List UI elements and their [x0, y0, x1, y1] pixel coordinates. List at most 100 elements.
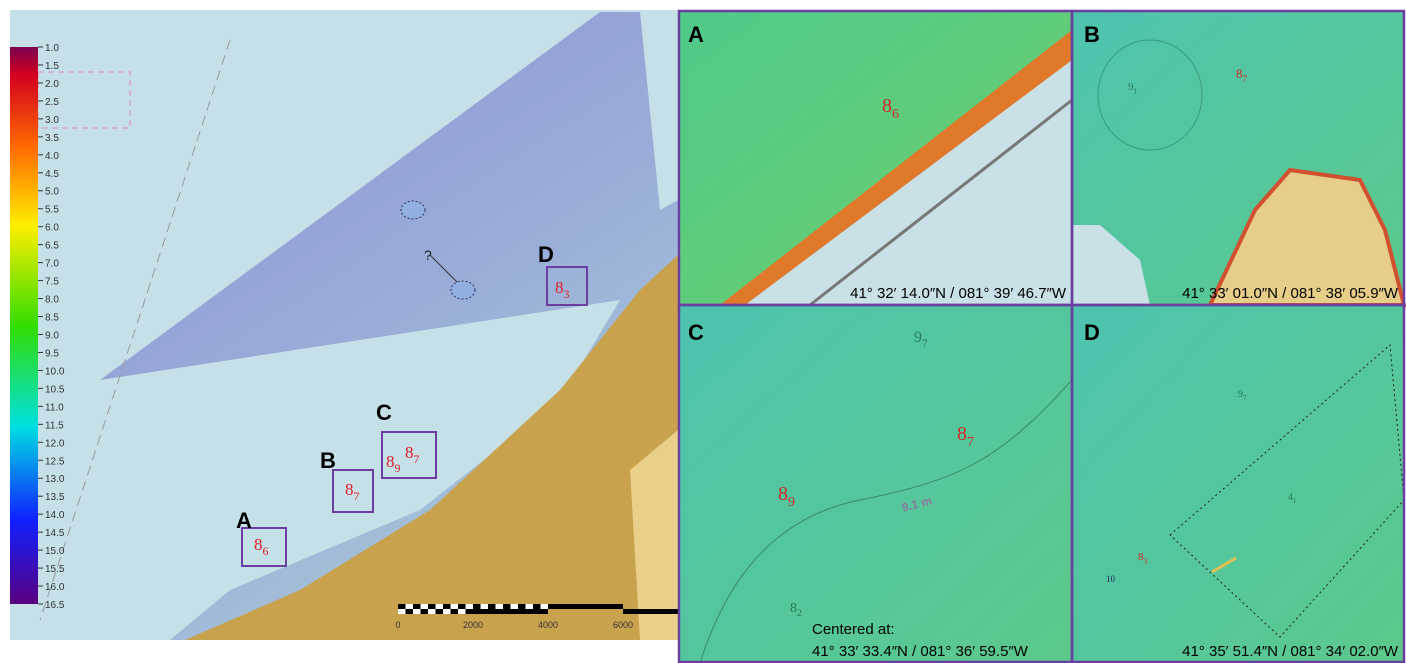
- scale-check: [503, 604, 511, 609]
- colorbar-tick-label: 16.5: [45, 600, 65, 611]
- scale-check: [428, 609, 436, 614]
- sounding-sub: 1: [1134, 86, 1138, 95]
- scale-check: [458, 609, 466, 614]
- sounding: 10: [1106, 574, 1116, 584]
- scale-check: [421, 604, 429, 609]
- panel-caption: 41° 33′ 33.4″N / 081° 36′ 59.5″W: [812, 643, 1029, 660]
- sounding-sub: 9: [395, 461, 401, 475]
- scale-check: [466, 604, 474, 609]
- sounding-sub: 3: [1144, 556, 1148, 565]
- scale-check: [421, 609, 429, 614]
- sounding-sub: 7: [354, 489, 360, 503]
- question-mark: ?: [424, 247, 432, 263]
- panel-b: [1072, 10, 1404, 305]
- scale-check: [488, 604, 496, 609]
- scale-label: 0: [395, 620, 400, 630]
- scale-label: 4000: [538, 620, 558, 630]
- colorbar-tick-label: 9.5: [45, 348, 59, 359]
- scale-check: [398, 609, 406, 614]
- overview-box-label: B: [320, 448, 336, 473]
- colorbar-tick-label: 1.0: [45, 43, 59, 54]
- scale-check: [436, 604, 444, 609]
- sounding-sub: 7: [967, 435, 974, 450]
- colorbar-tick-label: 8.5: [45, 313, 59, 324]
- colorbar-tick-label: 14.0: [45, 510, 65, 521]
- colorbar-tick-label: 6.5: [45, 241, 59, 252]
- sounding-sub: 9: [788, 495, 795, 510]
- colorbar-tick-label: 4.0: [45, 151, 59, 162]
- colorbar-tick-label: 13.0: [45, 474, 65, 485]
- colorbar-tick-label: 1.5: [45, 61, 59, 72]
- colorbar-tick-label: 7.5: [45, 277, 59, 288]
- colorbar-tick-label: 11.0: [45, 402, 64, 413]
- colorbar-tick-label: 4.5: [45, 169, 59, 180]
- scale-check: [533, 604, 541, 609]
- scale-check: [466, 609, 474, 614]
- overview-box-label: C: [376, 400, 392, 425]
- scale-check: [436, 609, 444, 614]
- figure: 0 2000 4000 6000 1.0 1.5 2.0 2.5 3.0 3.5 4.0 4.5 5.…: [0, 0, 1406, 663]
- overview-box-label: D: [538, 242, 554, 267]
- scale-check: [458, 604, 466, 609]
- scale-segment: [548, 604, 623, 609]
- overview-box-label: A: [236, 508, 252, 533]
- scale-check: [413, 604, 421, 609]
- sounding-sub: 2: [797, 608, 802, 619]
- colorbar-tick-label: 5.5: [45, 205, 59, 216]
- panel-caption-heading: Centered at:: [812, 621, 895, 638]
- panel-bg: [678, 305, 1072, 663]
- colorbar-tick-label: 14.5: [45, 528, 65, 539]
- colorbar-tick-label: 2.0: [45, 79, 59, 90]
- scale-check: [526, 604, 534, 609]
- scale-label: 2000: [463, 620, 483, 630]
- panel-label: C: [688, 320, 704, 345]
- obstruction: [401, 201, 425, 219]
- scale-check: [451, 609, 459, 614]
- panel-label: D: [1084, 320, 1100, 345]
- panel-a: [678, 10, 1072, 305]
- colorbar-tick-label: 11.5: [45, 420, 64, 431]
- colorbar-tick-label: 16.0: [45, 582, 65, 593]
- colorbar-tick-label: 7.0: [45, 259, 59, 270]
- colorbar-tick-label: 8.0: [45, 295, 59, 306]
- scale-check: [518, 604, 526, 609]
- scale-check: [451, 604, 459, 609]
- colorbar-tick-label: 10.0: [45, 366, 65, 377]
- panel-caption: 41° 33′ 01.0″N / 081° 38′ 05.9″W: [1182, 285, 1399, 302]
- colorbar-tick-label: 6.0: [45, 223, 59, 234]
- panel-label: A: [688, 22, 704, 47]
- sounding-sub: 7: [1243, 394, 1247, 402]
- colorbar-tick-label: 10.5: [45, 384, 65, 395]
- panel-d: [1072, 305, 1404, 663]
- scale-segment: [623, 609, 678, 614]
- sounding-sub: 6: [263, 544, 269, 558]
- sounding-sub: 3: [564, 287, 570, 301]
- scale-check: [541, 604, 549, 609]
- scale-check: [413, 609, 421, 614]
- colorbar-tick-label: 13.5: [45, 492, 65, 503]
- colorbar-tick-label: 3.5: [45, 133, 59, 144]
- scale-check: [481, 604, 489, 609]
- scale-check: [443, 604, 451, 609]
- sounding-sub: 7: [1243, 74, 1248, 84]
- colorbar-tick-label: 12.0: [45, 438, 65, 449]
- scale-check: [398, 604, 406, 609]
- scale-label: 6000: [613, 620, 633, 630]
- sounding-sub: 1: [1293, 497, 1297, 505]
- sounding-sub: 7: [922, 338, 928, 350]
- obstruction: [451, 281, 475, 299]
- panel-label: B: [1084, 22, 1100, 47]
- colorbar-tick-label: 2.5: [45, 97, 59, 108]
- scale-check: [443, 609, 451, 614]
- colorbar-tick-label: 9.0: [45, 330, 59, 341]
- colorbar-tick-label: 3.0: [45, 115, 59, 126]
- scale-check: [406, 609, 414, 614]
- sounding-sub: 6: [892, 107, 899, 122]
- colorbar-tick-label: 15.5: [45, 564, 65, 575]
- panel-caption: 41° 32′ 14.0″N / 081° 39′ 46.7″W: [850, 285, 1067, 302]
- scale-segment: [473, 609, 548, 614]
- scale-check: [496, 604, 504, 609]
- colorbar: [10, 47, 38, 604]
- overview-map: 0 2000 4000 6000: [10, 10, 678, 640]
- colorbar-tick-label: 15.0: [45, 546, 65, 557]
